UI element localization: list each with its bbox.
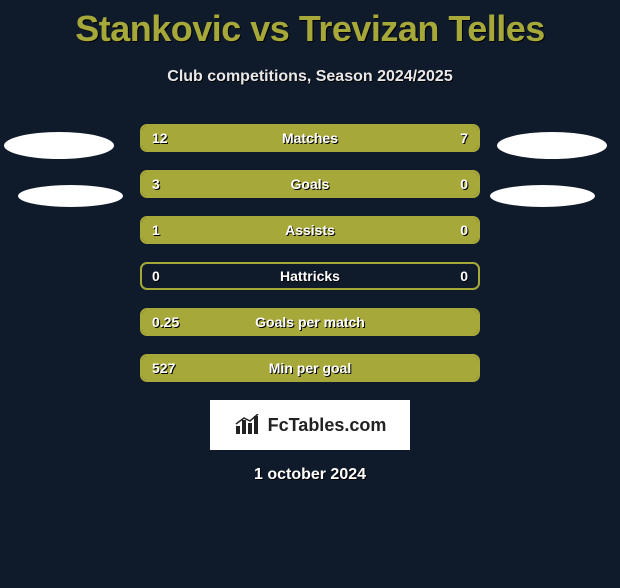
stats-container: 12 Matches 7 3 Goals 0 1 Assists 0 0 Hat…	[140, 124, 480, 382]
stat-left-value: 0.25	[152, 314, 179, 330]
stat-row-goals-per-match: 0.25 Goals per match	[140, 308, 480, 336]
stat-label: Matches	[282, 130, 338, 146]
stat-label: Assists	[285, 222, 335, 238]
date-text: 1 october 2024	[0, 466, 620, 484]
stat-row-goals: 3 Goals 0	[140, 170, 480, 198]
stat-label: Goals per match	[255, 314, 365, 330]
stat-right-value: 0	[460, 268, 468, 284]
stat-row-hattricks: 0 Hattricks 0	[140, 262, 480, 290]
stat-fill-left	[142, 218, 401, 242]
stat-label: Goals	[291, 176, 330, 192]
fctables-logo-link[interactable]: FcTables.com	[210, 400, 410, 450]
stat-label: Min per goal	[269, 360, 351, 376]
stat-row-matches: 12 Matches 7	[140, 124, 480, 152]
subtitle: Club competitions, Season 2024/2025	[0, 68, 620, 86]
stat-row-assists: 1 Assists 0	[140, 216, 480, 244]
stat-right-value: 0	[460, 222, 468, 238]
player-right-avatar	[505, 113, 620, 208]
logo-text: FcTables.com	[268, 415, 387, 436]
stat-label: Hattricks	[280, 268, 340, 284]
player-left-avatar	[0, 113, 115, 208]
stat-left-value: 1	[152, 222, 160, 238]
page-title: Stankovic vs Trevizan Telles	[0, 8, 620, 50]
chart-icon	[234, 414, 262, 436]
stat-left-value: 0	[152, 268, 160, 284]
stat-left-value: 12	[152, 130, 168, 146]
stat-fill-left	[142, 172, 401, 196]
stat-right-value: 0	[460, 176, 468, 192]
stat-left-value: 3	[152, 176, 160, 192]
stat-right-value: 7	[460, 130, 468, 146]
stat-row-min-per-goal: 527 Min per goal	[140, 354, 480, 382]
stat-left-value: 527	[152, 360, 175, 376]
